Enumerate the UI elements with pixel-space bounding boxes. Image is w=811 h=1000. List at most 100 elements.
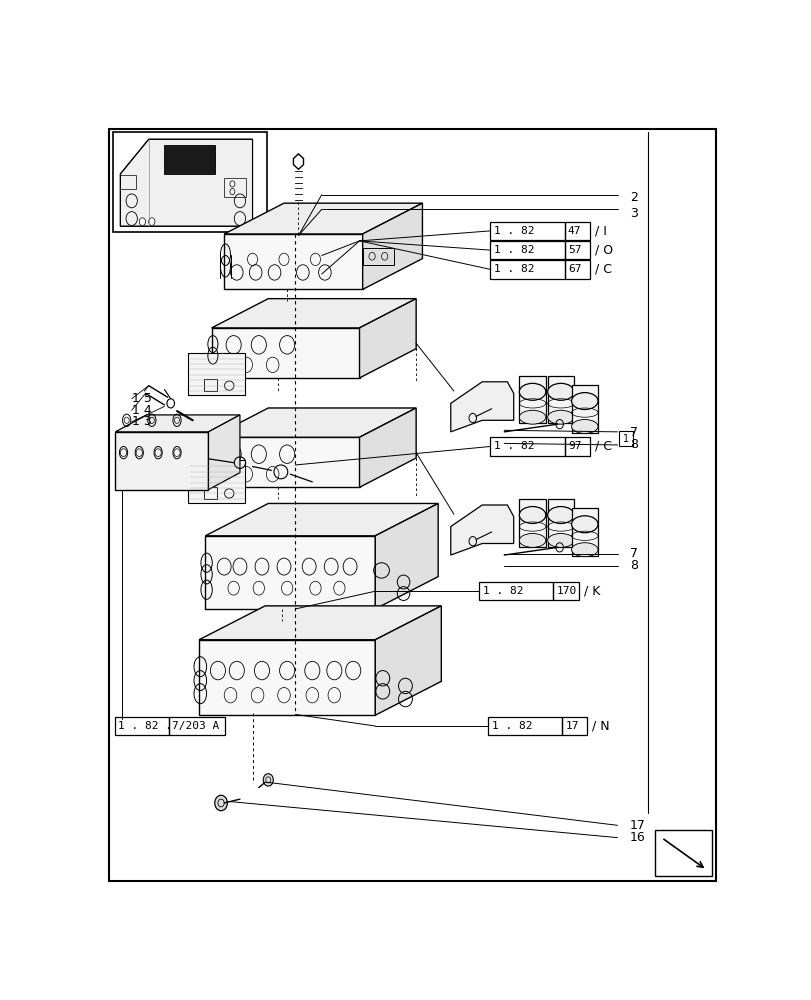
Text: 7: 7 [629, 426, 637, 439]
Polygon shape [450, 505, 513, 555]
Text: 1 . 82: 1 . 82 [491, 721, 531, 731]
Polygon shape [205, 503, 438, 536]
Text: 1 . 82: 1 . 82 [494, 245, 534, 255]
Text: 8: 8 [629, 438, 637, 451]
Polygon shape [224, 203, 422, 234]
Polygon shape [199, 606, 441, 640]
Text: 17: 17 [564, 721, 578, 731]
Text: 1 5: 1 5 [131, 392, 152, 405]
Text: 8: 8 [629, 559, 637, 572]
Text: 1 . 82: 1 . 82 [494, 441, 534, 451]
Text: 17: 17 [629, 819, 646, 832]
Bar [564, 437, 589, 456]
Text: / C: / C [594, 440, 611, 453]
Text: / K: / K [583, 585, 599, 598]
Bar [224, 178, 246, 197]
Bar [547, 376, 573, 423]
Polygon shape [208, 415, 240, 490]
Circle shape [191, 417, 197, 425]
Text: 3: 3 [629, 207, 637, 220]
Text: 16: 16 [629, 831, 645, 844]
Text: / I: / I [594, 224, 606, 237]
Text: 1 3: 1 3 [131, 415, 152, 428]
Text: / O: / O [594, 244, 612, 257]
Ellipse shape [519, 533, 545, 547]
Polygon shape [212, 328, 359, 378]
Text: 1 . 82 .: 1 . 82 . [118, 721, 172, 731]
Bar [564, 241, 589, 259]
Text: 1 . 82: 1 . 82 [494, 264, 534, 274]
Text: 1 4: 1 4 [131, 404, 152, 417]
Circle shape [148, 218, 155, 225]
Bar [519, 376, 545, 423]
Bar [618, 431, 632, 446]
Text: / C: / C [594, 263, 611, 276]
Ellipse shape [519, 383, 545, 400]
Polygon shape [450, 382, 513, 432]
Bar [204, 487, 217, 499]
Bar [547, 499, 573, 547]
Ellipse shape [571, 393, 597, 410]
Bar [188, 460, 245, 503]
Polygon shape [115, 415, 240, 432]
Circle shape [263, 774, 273, 786]
Bar [113, 132, 267, 232]
Bar [164, 145, 214, 174]
Ellipse shape [519, 507, 545, 523]
Ellipse shape [571, 420, 597, 433]
Text: 2: 2 [629, 191, 637, 204]
Ellipse shape [547, 410, 573, 424]
Polygon shape [375, 606, 441, 715]
Polygon shape [199, 640, 375, 715]
Text: 7/203 A: 7/203 A [172, 721, 219, 731]
Text: 1 . 82: 1 . 82 [483, 586, 523, 596]
Polygon shape [224, 234, 363, 289]
Text: 57: 57 [567, 245, 581, 255]
Bar [487, 717, 561, 735]
Bar [169, 717, 225, 735]
Polygon shape [363, 203, 422, 289]
Ellipse shape [547, 383, 573, 400]
Polygon shape [212, 437, 359, 487]
Bar [519, 499, 545, 547]
Polygon shape [375, 503, 438, 609]
Bar [571, 508, 597, 556]
Text: 7: 7 [629, 547, 637, 560]
Text: 170: 170 [556, 586, 576, 596]
Bar [561, 717, 586, 735]
Bar [490, 241, 564, 259]
Bar [564, 222, 589, 240]
Polygon shape [359, 408, 416, 487]
Circle shape [214, 795, 227, 811]
Text: / N: / N [592, 719, 609, 732]
Polygon shape [212, 299, 416, 328]
Bar [115, 717, 169, 735]
Polygon shape [212, 408, 416, 437]
Bar [490, 437, 564, 456]
Polygon shape [120, 139, 252, 226]
Ellipse shape [547, 507, 573, 523]
Circle shape [139, 218, 145, 225]
Polygon shape [205, 536, 375, 609]
Bar [204, 379, 217, 391]
Text: 97: 97 [567, 441, 581, 451]
Polygon shape [115, 432, 208, 490]
Bar [654, 830, 711, 876]
Ellipse shape [519, 410, 545, 424]
Polygon shape [359, 299, 416, 378]
Text: 47: 47 [567, 226, 581, 236]
Bar [571, 385, 597, 433]
Ellipse shape [547, 533, 573, 547]
Bar [120, 175, 136, 189]
Bar [188, 353, 245, 395]
Text: 1: 1 [622, 434, 628, 444]
Bar [478, 582, 552, 600]
Bar [490, 222, 564, 240]
Bar [552, 582, 577, 600]
Bar [490, 260, 564, 279]
Bar [564, 260, 589, 279]
Ellipse shape [571, 516, 597, 533]
Ellipse shape [571, 543, 597, 557]
Text: 1 . 82: 1 . 82 [494, 226, 534, 236]
Text: 67: 67 [567, 264, 581, 274]
